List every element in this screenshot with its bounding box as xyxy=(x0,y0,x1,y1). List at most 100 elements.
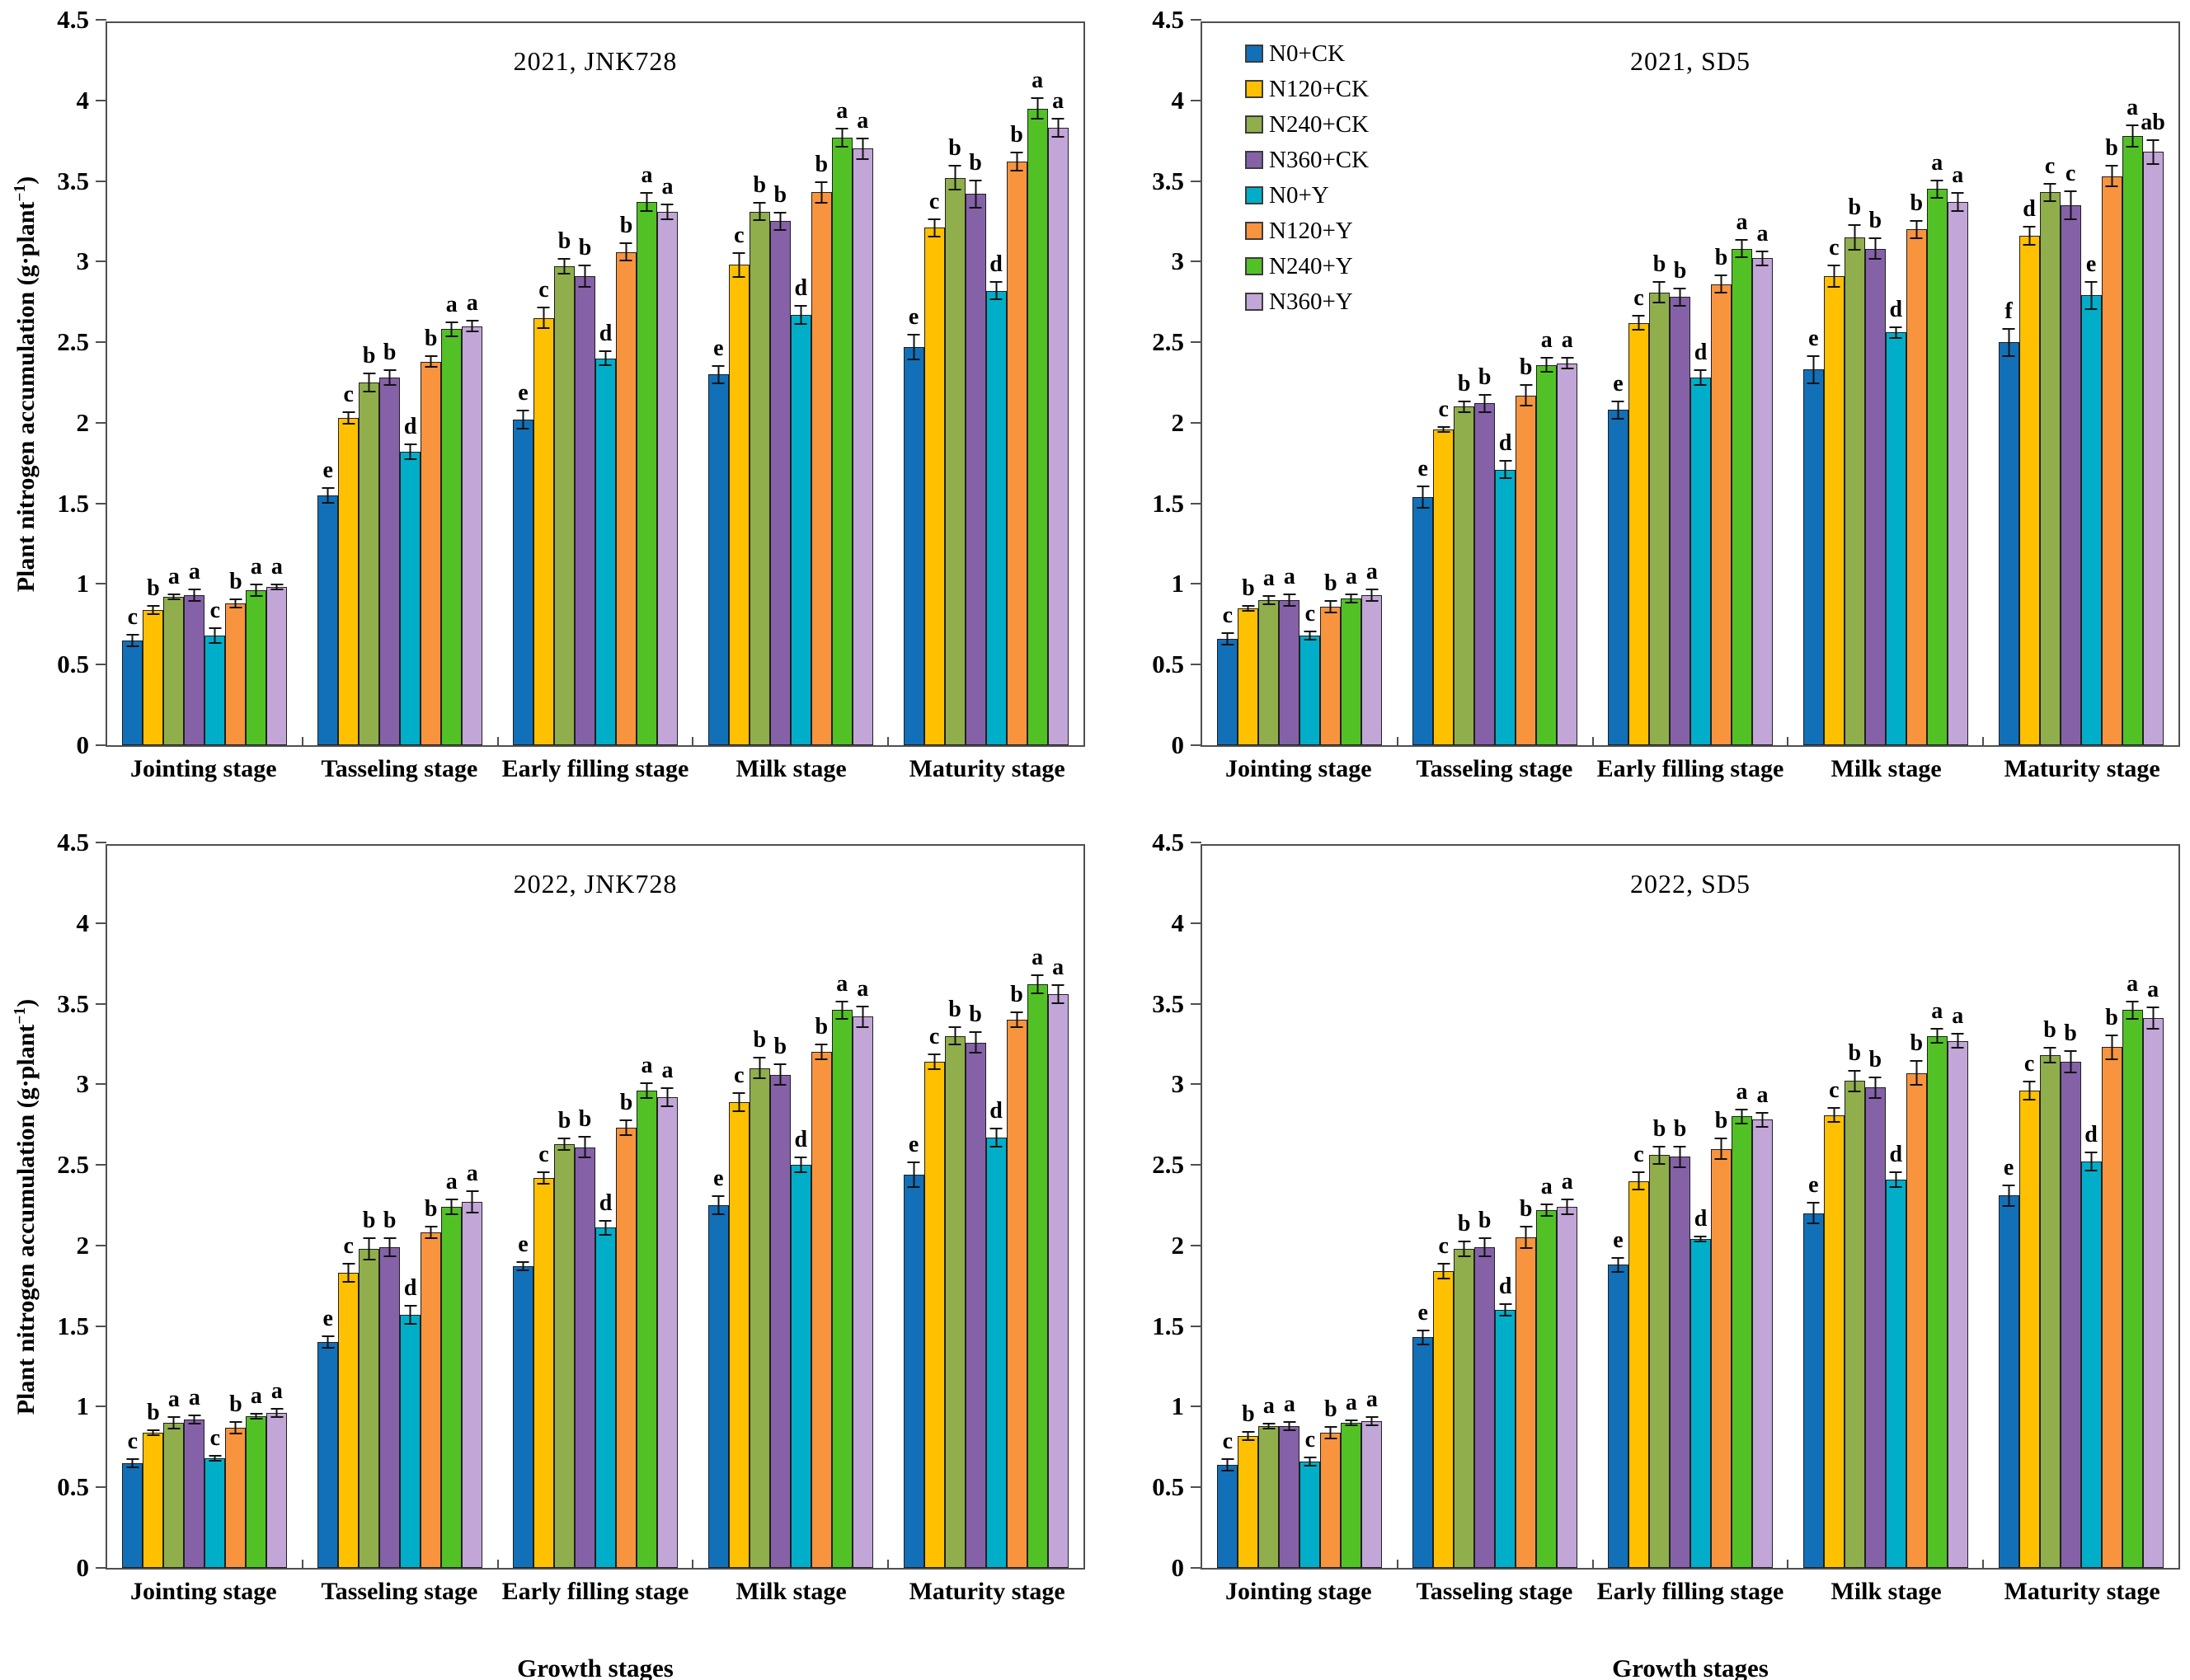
sig-letter: b xyxy=(619,212,633,238)
bar-n0-y xyxy=(1885,1179,1906,1568)
error-bar xyxy=(1417,486,1430,509)
sig-letter: b xyxy=(1457,370,1471,397)
sig-letter: a xyxy=(270,1378,283,1405)
barwrap-n0-y: d xyxy=(1689,846,1711,1568)
barwrap-n360-ck: c xyxy=(2060,23,2081,745)
bar-n120-ck xyxy=(143,1432,164,1568)
bar-n0-ck xyxy=(1802,1213,1824,1568)
barwrap-n360-ck: a xyxy=(184,23,205,745)
bar-n240-ck xyxy=(553,266,575,745)
error-bar xyxy=(2002,1184,2015,1207)
barwrap-n0-ck: e xyxy=(1802,23,1824,745)
sig-letter: e xyxy=(1613,1227,1624,1253)
bar-n0-ck xyxy=(512,419,533,745)
legend-swatch-n120-ck xyxy=(1245,80,1263,98)
bar-n360-ck xyxy=(574,1147,595,1568)
sig-letter: e xyxy=(2003,1154,2014,1180)
bar-n240-y xyxy=(246,590,267,745)
error-bar xyxy=(1735,238,1748,259)
barwrap-n0-y: d xyxy=(985,23,1007,745)
bar-n0-y xyxy=(985,1137,1007,1568)
error-bar xyxy=(466,1190,479,1213)
barwrap-n360-ck: b xyxy=(1864,846,1886,1568)
y-axis-tick-label: 0.5 xyxy=(1152,650,1184,679)
bar-n120-y xyxy=(1516,1237,1537,1568)
error-bar xyxy=(1889,326,1902,340)
sig-letter: a xyxy=(270,554,283,580)
x-axis-minor-tick xyxy=(1982,737,1985,745)
sig-letter: c xyxy=(1222,603,1234,629)
barwrap-n240-ck: a xyxy=(1258,846,1280,1568)
x-category-label: Tasseling stage xyxy=(1416,755,1573,782)
bar-n120-ck xyxy=(923,1061,945,1568)
sig-letter: c xyxy=(1829,1077,1840,1103)
y-axis-tick xyxy=(96,99,106,101)
bar-n120-y xyxy=(811,1052,832,1568)
sig-letter: d xyxy=(599,1190,613,1216)
bar-n360-ck xyxy=(379,1246,401,1568)
x-category-label: Early filling stage xyxy=(1596,1578,1784,1605)
error-bar xyxy=(1652,1145,1666,1166)
bar-n0-y xyxy=(985,290,1007,745)
x-category-label: Early filling stage xyxy=(1596,755,1784,782)
sig-letter: a xyxy=(466,289,478,316)
sig-letter: b xyxy=(383,1208,397,1234)
error-bar xyxy=(322,1335,335,1349)
barwrap-n240-ck: b xyxy=(749,23,770,745)
barwrap-n240-ck: a xyxy=(163,23,185,745)
y-axis-tick xyxy=(1191,19,1201,21)
error-bar xyxy=(229,1421,242,1434)
panel-2021-sd5: 2021, SD5 N0+CK N120+CK N240+CK N360+CK N0+Y… xyxy=(1095,0,2190,808)
sig-letter: b xyxy=(1652,251,1666,277)
bar-n360-ck xyxy=(2060,204,2081,745)
x-category-row: Jointing stage Tasseling stage Early filli… xyxy=(106,1578,1085,1606)
y-axis-tick xyxy=(1191,1164,1201,1166)
y-axis-tick xyxy=(96,421,106,424)
barwrap-n240-ck: b xyxy=(1844,846,1865,1568)
bar-n120-ck xyxy=(533,1177,554,1568)
sig-letter: b xyxy=(557,1107,571,1133)
bar-n240-ck xyxy=(749,1068,770,1568)
barwrap-n360-y: a xyxy=(1751,23,1773,745)
sig-letter: a xyxy=(1345,1390,1357,1416)
error-bar xyxy=(2002,327,2015,357)
bar-n360-ck xyxy=(379,378,401,745)
bar-n120-y xyxy=(1906,1072,1927,1568)
legend-item: N240+CK xyxy=(1245,112,1369,137)
error-bar xyxy=(928,1054,941,1070)
error-bar xyxy=(1755,1111,1769,1129)
x-category-label: Milk stage xyxy=(735,1578,847,1605)
bar-n120-y xyxy=(1906,229,1927,745)
bar-n360-y xyxy=(2142,1018,2164,1568)
y-axis-tick-label: 4.5 xyxy=(57,828,89,856)
bar-n240-y xyxy=(1926,189,1948,745)
error-bar xyxy=(209,1455,222,1462)
error-bar xyxy=(1807,354,1820,384)
sig-letter: a xyxy=(167,1387,180,1413)
error-bar xyxy=(1304,631,1317,641)
bar-n120-y xyxy=(615,1128,637,1568)
legend-label: N240+Y xyxy=(1269,253,1353,279)
y-axis-tick-label: 4 xyxy=(76,908,90,937)
bar-n0-y xyxy=(1689,378,1711,745)
barwrap-n120-ck: c xyxy=(338,846,360,1568)
barwrap-n240-y: a xyxy=(1926,23,1948,745)
sig-letter: a xyxy=(250,1383,262,1410)
bar-n360-ck xyxy=(184,595,205,745)
sig-letter: c xyxy=(343,382,354,408)
barwrap-n0-ck: e xyxy=(1802,846,1824,1568)
barwrap-n0-ck: e xyxy=(317,23,339,745)
error-bar xyxy=(1868,1076,1882,1099)
barwrap-n240-y: a xyxy=(441,846,463,1568)
sig-letter: a xyxy=(641,1053,653,1079)
barwrap-n120-y: b xyxy=(1320,23,1342,745)
barwrap-n240-ck: c xyxy=(2039,23,2061,745)
barwrap-n120-ck: c xyxy=(338,23,360,745)
y-axis-tick-label: 3.5 xyxy=(1152,988,1184,1018)
barwrap-n120-ck: c xyxy=(728,23,750,745)
legend-swatch-n0-ck xyxy=(1245,45,1263,63)
barwrap-n240-y: a xyxy=(246,846,267,1568)
bar-n0-y xyxy=(2080,295,2102,745)
